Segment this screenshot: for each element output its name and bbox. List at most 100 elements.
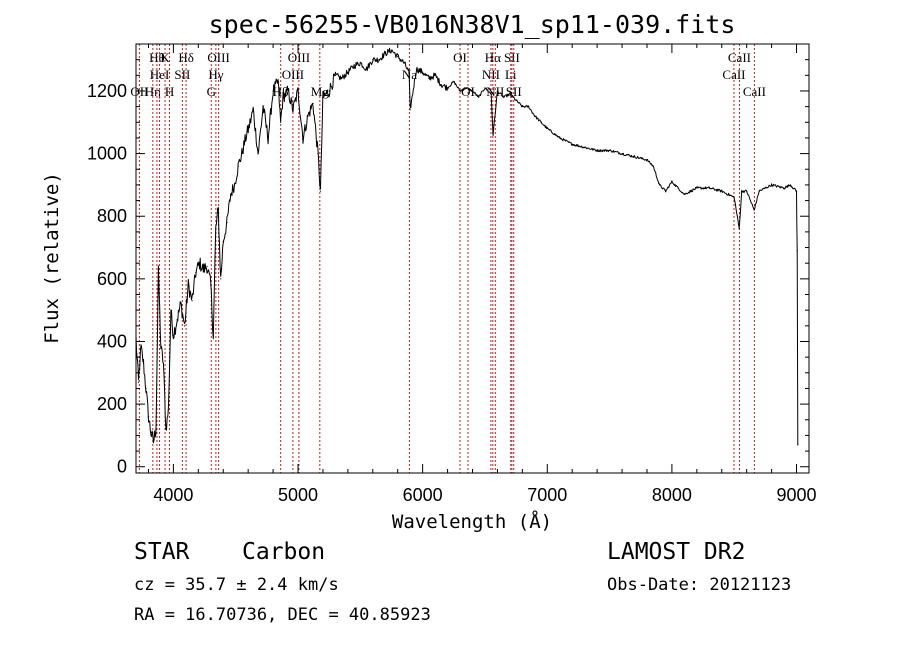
spectrum-point [157,271,160,274]
spectrum-point [652,165,654,167]
spectrum-point [172,334,174,336]
spectrum-point [167,409,170,411]
spectrum-point [471,90,474,92]
survey-name: LAMOST DR2 [607,539,745,565]
spectrum-point [212,334,214,336]
spectrum-point [292,109,294,111]
spectrum-point [230,193,232,195]
spectrum-point [145,387,147,390]
spectrum-point [534,115,536,117]
spectrum-point [633,156,636,158]
spectrum-point [277,80,279,83]
spectrum-point [403,62,405,64]
spectrum-point [521,106,523,108]
spectrum-point [142,362,145,365]
spectrum-point [721,190,723,192]
observation-date: Obs-Date: 20121123 [607,575,791,595]
spectrum-point [746,190,748,192]
spectrum-point [446,87,449,89]
spectrum-point [708,187,710,189]
spectrum-point [317,152,319,155]
x-tick-label: 6000 [403,485,443,505]
line-label: OII [130,84,148,99]
spectrum-point [245,137,247,139]
spectrum-point [279,121,282,123]
spectrum-point [409,109,411,111]
line-label: SII [504,50,520,65]
redshift-text: cz = 35.7 ± 2.4 km/s [134,575,339,595]
spectrum-point [353,65,355,67]
spectrum-point [515,99,517,101]
spectrum-point [753,209,755,211]
spectrum-point [220,278,222,280]
spectrum-point [206,265,208,267]
spectrum-point [272,90,274,92]
spectrum-point [202,268,204,271]
y-tick-label: 400 [97,331,127,351]
spectrum-point [222,240,224,242]
spectrum-point [496,90,499,92]
object-class: STAR [134,539,190,565]
spectrum-point [334,74,337,76]
spectrum-point [267,137,269,139]
spectrum-point [262,106,264,108]
spectrum-point [559,137,561,139]
x-axis: 4000 5000 6000 7000 8000 9000 [147,44,817,505]
spectrum-point [795,190,798,192]
y-tick-label: 1200 [87,81,127,101]
spectrum-point [237,165,239,167]
spectrum-point [226,221,228,224]
spectrum-point [422,71,424,73]
plot-frame [135,43,810,474]
x-tick-label: 8000 [652,485,692,505]
spectrum-point [248,124,251,127]
spectrum-point [733,196,735,199]
spectrum-point [341,77,343,80]
x-tick-label: 9000 [777,485,817,505]
spectrum-point [252,109,254,111]
line-label: OIII [282,67,304,82]
spectrum-point [257,152,259,155]
spectrum-point [608,149,611,152]
y-axis-label: Flux (relative) [41,172,63,344]
spectrum-point [658,184,661,186]
spectrum-point [359,62,361,64]
spectrum-point [690,190,692,192]
y-axis: 0 200 400 600 800 1000 1200 [87,59,809,477]
x-axis-label: Wavelength (Å) [392,510,552,533]
spectrum-point [738,228,740,230]
spectrum-point [187,284,189,286]
spectrum-point [492,134,494,136]
line-label: Hη [145,84,161,99]
spectrum-point [165,428,167,430]
spectrum-point [677,187,679,189]
spectrum-point [180,303,182,305]
line-label: Hδ [178,50,194,65]
spectrum-point [621,152,623,155]
x-tick-label: 7000 [527,485,567,505]
spectrum-point [170,309,172,311]
y-tick-label: 1000 [87,144,127,164]
spectrum-point [671,181,673,183]
spectrum-point [155,428,157,430]
spectrum-point [210,284,212,286]
spectrum-point [312,102,314,105]
spectrum-point [408,71,410,73]
spectrum-point [160,347,162,349]
spectrum-point [152,441,155,443]
spectrum-point [503,96,505,98]
spectrum-point [415,68,418,70]
spectrum-point [434,74,436,76]
spectrum-point [378,59,380,61]
line-label: CaII [728,50,751,65]
y-tick-label: 200 [97,394,127,414]
spectrum-point [596,149,598,152]
line-label: SII [506,84,522,99]
y-tick-label: 600 [97,269,127,289]
x-tick-label: 5000 [278,485,318,505]
chart-title: spec-56255-VB016N38V1_sp11-039.fits [209,10,736,39]
spectrum-point [307,115,309,117]
y-tick-label: 800 [97,206,127,226]
spectrum-point [758,190,760,192]
